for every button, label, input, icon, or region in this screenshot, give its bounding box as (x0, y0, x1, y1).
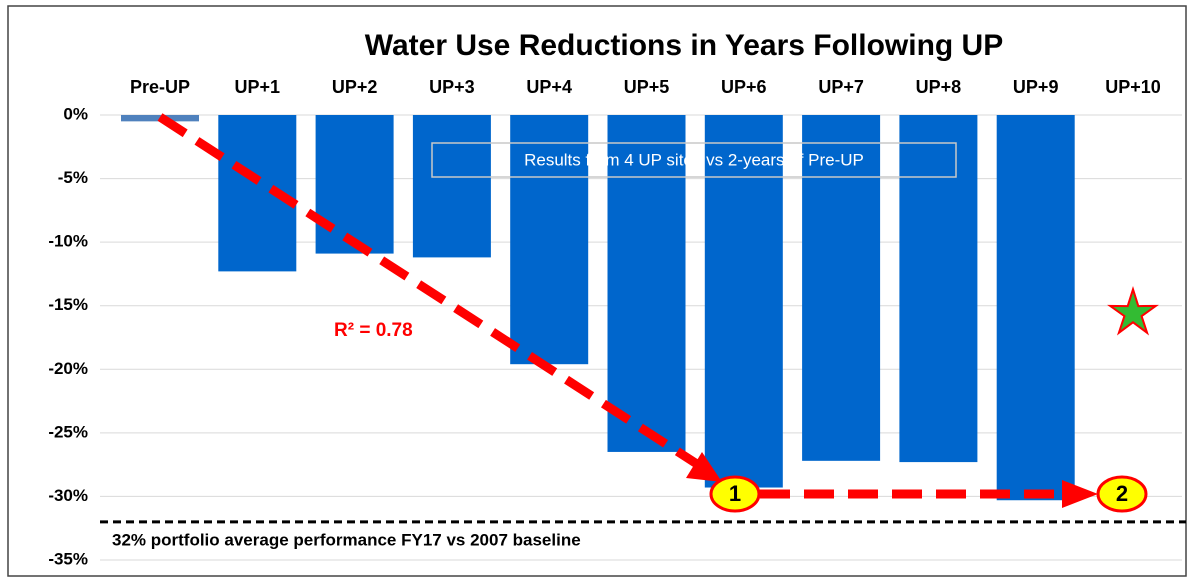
bar (412, 115, 491, 258)
x-tick-label: UP+9 (1013, 77, 1059, 97)
x-tick-label: UP+8 (916, 77, 962, 97)
y-tick-label: -30% (48, 486, 88, 505)
reference-label: 32% portfolio average performance FY17 v… (112, 530, 581, 549)
y-tick-label: -20% (48, 359, 88, 378)
x-tick-label: UP+1 (235, 77, 281, 97)
x-tick-label: UP+3 (429, 77, 475, 97)
bar (704, 115, 783, 488)
marker-label: 2 (1116, 481, 1128, 506)
y-tick-label: -25% (48, 422, 88, 441)
x-tick-label: UP+4 (526, 77, 572, 97)
r-squared-label: R² = 0.78 (334, 320, 413, 341)
bar (607, 115, 686, 452)
y-tick-label: -10% (48, 232, 88, 251)
y-tick-label: -15% (48, 295, 88, 314)
x-tick-label: UP+5 (624, 77, 670, 97)
arrow-head (686, 452, 722, 482)
marker-circle (1096, 475, 1148, 513)
y-tick-label: -5% (58, 168, 88, 187)
y-tick-label: -35% (48, 549, 88, 568)
bar (996, 115, 1075, 501)
x-tick-label: UP+2 (332, 77, 378, 97)
star (1107, 285, 1159, 336)
x-tick-label: UP+6 (721, 77, 767, 97)
trend-arrow (157, 113, 703, 470)
bar (802, 115, 881, 461)
x-tick-label: Pre-UP (130, 77, 190, 97)
frame (7, 5, 1187, 577)
x-tick-label: UP+7 (818, 77, 864, 97)
x-tick-label: UP+10 (1105, 77, 1161, 97)
note-box (431, 142, 957, 178)
y-tick-label: 0% (63, 104, 88, 123)
bar (510, 115, 589, 365)
bar (899, 115, 978, 463)
bar (315, 115, 394, 254)
note-text: Results from 4 UP sites vs 2-years of Pr… (524, 150, 864, 169)
marker-circle (709, 475, 761, 513)
marker-label: 1 (729, 481, 741, 506)
chart-title: Water Use Reductions in Years Following … (365, 29, 1003, 62)
arrow-head (1062, 480, 1098, 508)
